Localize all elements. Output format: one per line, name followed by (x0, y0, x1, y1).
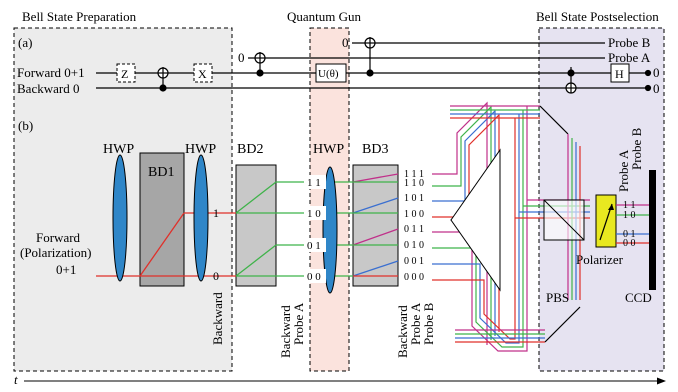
bd3-axis-backward: Backward (395, 305, 410, 358)
bd2-out-01: 0 1 (307, 240, 321, 252)
bd3-out-101: 1 0 1 (404, 193, 424, 204)
bd3-out-111: 1 1 1 (404, 169, 424, 180)
gate-x-label: X (198, 67, 207, 81)
forward-polarization-line2: (Polarization) (20, 245, 91, 260)
pol-out-00: 0 0 (623, 238, 636, 249)
section-title-bell-post: Bell State Postselection (536, 9, 659, 24)
prism-body (450, 148, 501, 292)
pbs-label: PBS (546, 290, 569, 305)
bd2-out-10: 1 0 (307, 208, 321, 220)
bd2-output-labels: 1 1 1 0 0 1 0 0 (304, 175, 326, 283)
probe-a-init: 0 (238, 50, 245, 65)
hwp-2 (193, 154, 209, 282)
forward-input-label: Forward 0+1 (17, 65, 85, 80)
bd3 (352, 164, 399, 287)
backward-input-label: Backward 0 (17, 81, 79, 96)
gate-z-label: Z (121, 67, 128, 81)
bd2 (235, 164, 277, 287)
pol-out-10: 1 0 (623, 210, 636, 221)
hwp-2-label: HWP (185, 142, 216, 157)
bd3-out-000: 0 0 0 (404, 272, 424, 283)
bd3-out-001: 0 0 1 (404, 256, 424, 267)
pol-axis-probe-a: Probe A (616, 149, 631, 192)
beam-1-label: 1 (213, 206, 219, 220)
control-dot (366, 69, 374, 77)
forward-polarization-line1: Forward (36, 230, 81, 245)
ccd-label: CCD (625, 290, 652, 305)
bd2-out-00: 0 0 (307, 271, 321, 283)
probe-a-label: Probe A (608, 50, 651, 65)
hwp-3 (322, 166, 338, 294)
pol-axis-probe-b: Probe B (629, 127, 644, 170)
circuit-nodes (157, 37, 652, 94)
backward-output: 0 (653, 81, 660, 96)
time-axis-label: t (14, 372, 18, 387)
bd3-output-labels: 1 1 1 1 1 0 1 0 1 1 0 0 0 1 1 0 1 0 0 0 … (404, 169, 424, 283)
ccd (649, 170, 656, 290)
panel-b-label: (b) (18, 118, 33, 133)
polarizer-label: Polarizer (576, 252, 624, 267)
gate-u (315, 63, 347, 83)
section-title-quantum-gun: Quantum Gun (287, 9, 362, 24)
bd2-label: BD2 (237, 142, 263, 157)
control-dot (256, 69, 264, 77)
post-beams (616, 204, 650, 244)
bd1 (139, 152, 185, 287)
backward-vertical-label: Backward (210, 292, 225, 345)
bd3-out-100: 1 0 0 (404, 209, 424, 220)
bd3-axis-probe-b: Probe B (421, 302, 436, 345)
bd1-label: BD1 (148, 165, 174, 180)
bd3-label: BD3 (362, 142, 388, 157)
bd3-out-010: 0 1 0 (404, 240, 424, 251)
bd3-axis-probe-a: Probe A (408, 302, 423, 345)
post-output-labels: 1 1 1 0 0 1 0 0 (623, 200, 636, 249)
bd3-out-110: 1 1 0 (404, 178, 424, 189)
probe-b-init: 0 (342, 35, 349, 50)
control-dot (159, 84, 167, 92)
section-title-bell-prep: Bell State Preparation (22, 9, 137, 24)
bd2-out-11: 1 1 (307, 177, 321, 189)
control-dot (567, 69, 575, 77)
probe-b-label: Probe B (608, 35, 651, 50)
beam-0-label: 0 (213, 269, 219, 283)
bd2-axis-probe-a: Probe A (291, 302, 306, 345)
gate-x (193, 63, 213, 83)
panel-a-label: (a) (18, 35, 32, 50)
gate-h (610, 63, 630, 83)
hwp-1 (112, 154, 128, 282)
bd3-out-011: 0 1 1 (404, 224, 424, 235)
pol-out-01: 0 1 (623, 229, 636, 240)
hwp-3-label: HWP (313, 142, 344, 157)
gate-z (116, 63, 136, 83)
gate-u-label: U(θ) (318, 68, 339, 80)
input-state-label: 0+1 (56, 262, 76, 277)
time-axis-arrowhead (657, 377, 666, 385)
hwp-1-label: HWP (103, 142, 134, 157)
forward-output: 0 (653, 65, 660, 80)
pol-out-11: 1 1 (623, 200, 636, 211)
bd2-axis-backward: Backward (278, 305, 293, 358)
gate-h-label: H (615, 67, 624, 81)
